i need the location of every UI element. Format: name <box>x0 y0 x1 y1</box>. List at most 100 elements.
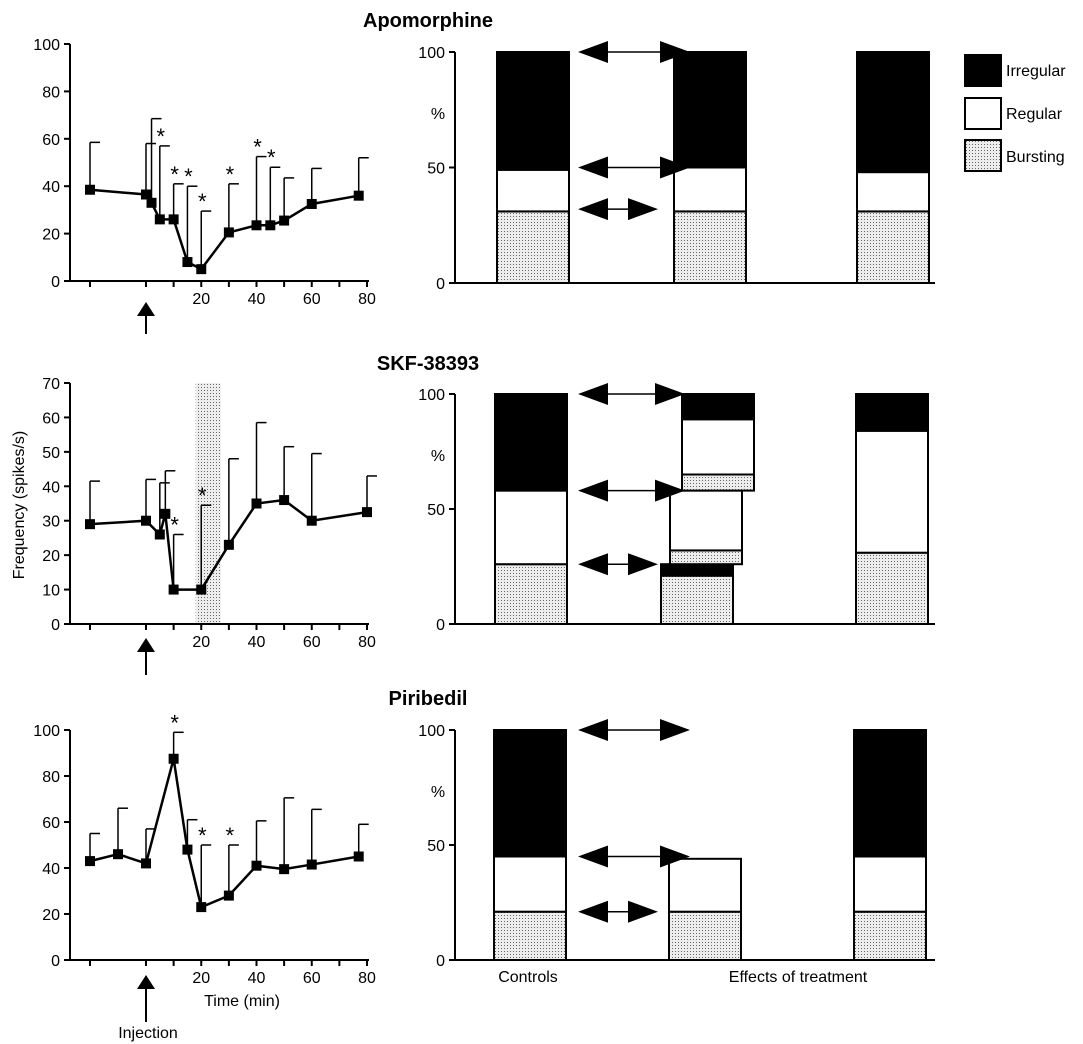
bar-segment-regular <box>493 855 567 913</box>
data-point <box>85 519 95 530</box>
data-point <box>279 864 290 875</box>
comparison-arrow-head-right <box>660 41 690 63</box>
bar-segment-irregular <box>494 393 568 492</box>
comparison-arrow-head-left <box>578 479 608 502</box>
y-tick-label: 60 <box>42 132 60 149</box>
bar-segment-irregular <box>853 729 927 858</box>
data-point <box>279 495 290 506</box>
significance-marker: * <box>170 512 179 537</box>
data-point <box>85 184 95 195</box>
data-point <box>146 197 157 208</box>
bar-segment-bursting <box>853 910 927 962</box>
comparison-arrow-head-left <box>578 41 608 63</box>
comparison-arrow-head-right <box>628 198 658 221</box>
data-point <box>353 851 364 862</box>
y-tick-label: 40 <box>42 479 60 496</box>
data-point <box>141 858 151 869</box>
data-point <box>168 753 179 764</box>
bar-y-tick-label: 0 <box>436 276 445 293</box>
data-point <box>265 220 276 231</box>
comparison-arrow-head-left <box>578 156 608 179</box>
bar-y-tick-label: 100 <box>418 45 445 62</box>
legend-swatch-irregular <box>964 54 1002 87</box>
bar-segment-regular <box>853 855 927 913</box>
x-tick-label: 80 <box>358 291 376 308</box>
comparison-arrow-head-right <box>628 553 658 576</box>
data-point <box>279 215 290 226</box>
data-point <box>182 844 193 855</box>
line-panel-1: 0 10 20 30 40 50 60 70 20 40 60 80 * * <box>42 376 377 675</box>
comparison-arrow-head-left <box>578 198 608 221</box>
comparison-arrow-head-right <box>655 479 685 502</box>
significance-marker: * <box>267 145 276 170</box>
data-point <box>160 508 171 519</box>
bar-segment-bursting <box>669 549 743 566</box>
data-point <box>306 515 317 526</box>
bar-y-tick-label: 50 <box>427 838 445 855</box>
data-point <box>154 529 165 540</box>
y-axis-label: Frequency (spikes/s) <box>11 431 28 580</box>
data-point <box>306 859 317 870</box>
y-tick-label: 20 <box>42 907 60 924</box>
bar-segment-bursting <box>496 210 570 284</box>
significance-marker: * <box>253 135 262 160</box>
data-point <box>223 539 234 550</box>
x-tick-label: 40 <box>248 634 266 651</box>
y-tick-label: 70 <box>42 376 60 393</box>
y-tick-label: 50 <box>42 445 60 462</box>
x-tick-label: 40 <box>248 291 266 308</box>
y-tick-label: 80 <box>42 769 60 786</box>
bar-segment-regular <box>855 429 929 554</box>
y-tick-label: 40 <box>42 861 60 878</box>
bar-label-effects: Effects of treatment <box>729 969 868 986</box>
bar-segment-bursting <box>681 473 755 492</box>
x-tick-label: 40 <box>248 970 266 987</box>
panel-title-piribedil: Piribedil <box>389 688 468 710</box>
injection-arrow-head <box>137 638 155 652</box>
significance-marker: * <box>226 162 235 187</box>
y-tick-label: 40 <box>42 179 60 196</box>
bar-segment-regular <box>494 489 568 566</box>
comparison-arrow-head-left <box>578 383 608 405</box>
bar-segment-regular <box>681 418 755 476</box>
bar-y-label: % <box>431 106 445 123</box>
data-point <box>251 220 262 231</box>
comparison-arrow-head-left <box>578 900 608 923</box>
y-tick-label: 30 <box>42 514 60 531</box>
data-point <box>113 849 123 860</box>
y-tick-label: 20 <box>42 548 60 565</box>
bar-segment-regular <box>673 166 747 213</box>
x-tick-label: 80 <box>358 634 376 651</box>
data-point <box>85 856 95 867</box>
data-point <box>306 198 317 209</box>
bar-segment-bursting <box>673 210 747 284</box>
data-point <box>223 890 234 901</box>
significance-marker: * <box>198 823 207 848</box>
bar-segment-irregular <box>660 563 734 577</box>
bar-panel-1: 0 50 100% <box>418 383 935 634</box>
bar-segment-bursting <box>855 551 929 626</box>
bar-label-controls: Controls <box>498 969 558 986</box>
legend-label-regular: Regular <box>1006 106 1063 123</box>
significance-marker: * <box>170 162 179 187</box>
bar-y-label: % <box>431 448 445 465</box>
bar-panel-0: 0 50 100% <box>418 41 935 293</box>
x-tick-label: 60 <box>303 291 321 308</box>
bar-panel-2: 0 50 100% <box>418 719 935 970</box>
bar-segment-regular <box>668 857 742 913</box>
legend-swatch-regular <box>964 97 1002 130</box>
y-tick-label: 80 <box>42 84 60 101</box>
data-point <box>196 902 207 913</box>
data-point <box>251 860 262 871</box>
bar-segment-irregular <box>681 393 755 421</box>
bar-segment-bursting <box>856 210 930 284</box>
significance-marker: * <box>184 164 193 189</box>
bar-y-tick-label: 100 <box>418 387 445 404</box>
injection-arrow-head <box>137 975 155 989</box>
bar-y-tick-label: 0 <box>436 953 445 970</box>
comparison-arrow-head-left <box>578 553 608 576</box>
x-tick-label: 20 <box>192 970 210 987</box>
bar-y-tick-label: 50 <box>427 161 445 178</box>
injection-label: Injection <box>118 1025 178 1042</box>
